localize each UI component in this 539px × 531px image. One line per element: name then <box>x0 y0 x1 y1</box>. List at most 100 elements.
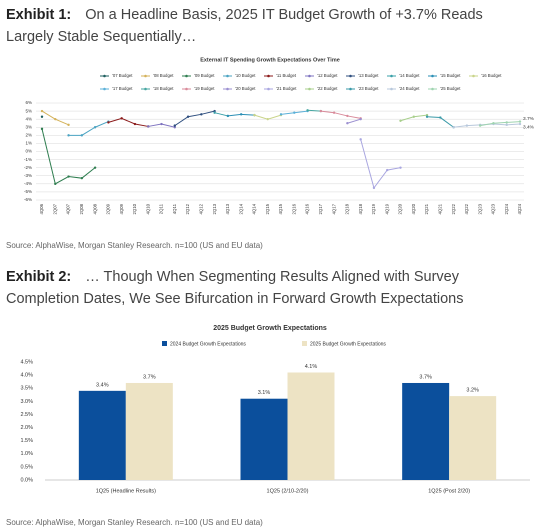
point-marker <box>478 124 482 127</box>
series-line <box>360 139 401 189</box>
y-tick-label: -5% <box>24 189 32 194</box>
legend-swatch <box>162 341 167 346</box>
legend-marker <box>431 87 434 91</box>
point-marker <box>399 119 402 122</box>
data-label: 4.1% <box>305 364 318 370</box>
bar <box>287 372 335 480</box>
x-tick-label: 2Q19 <box>371 203 376 214</box>
x-tick-label: 4Q22 <box>464 203 469 214</box>
y-tick-label: 1.0% <box>20 451 33 457</box>
legend-marker <box>308 74 311 78</box>
y-tick-label: 1.5% <box>20 438 33 444</box>
legend-marker <box>308 87 311 91</box>
legend-label: '07 Budget <box>112 73 133 78</box>
x-tick-label: 2Q16 <box>291 203 296 214</box>
legend-label: '10 Budget <box>235 73 256 78</box>
point-marker <box>505 123 508 127</box>
legend-marker <box>472 74 475 78</box>
point-marker <box>40 127 44 131</box>
legend-marker <box>103 74 106 78</box>
x-tick-label: 2Q15 <box>265 203 270 214</box>
chart-title: 2025 Budget Growth Expectations <box>213 325 327 332</box>
y-tick-label: -4% <box>24 181 32 186</box>
bar <box>402 382 450 480</box>
x-tick-label: 4Q08 <box>92 203 97 214</box>
point-marker <box>266 117 269 121</box>
x-tick-label: 4Q24 <box>517 203 522 214</box>
point-marker <box>226 114 230 118</box>
legend-label: '16 Budget <box>481 73 502 78</box>
series-line <box>68 121 109 136</box>
x-tick-label: 4Q16 <box>305 203 310 214</box>
point-marker <box>399 166 402 169</box>
y-tick-label: 6% <box>25 100 32 105</box>
point-marker <box>93 126 97 129</box>
point-marker <box>200 113 203 116</box>
point-marker <box>492 122 495 125</box>
legend-marker <box>431 74 434 78</box>
point-marker <box>505 121 508 124</box>
x-tick-label: 2Q09 <box>106 203 111 214</box>
x-tick-label: 2Q22 <box>451 203 456 214</box>
legend-label: '25 Budget <box>440 86 461 91</box>
x-tick-label: 2Q13 <box>212 203 217 214</box>
x-tick-label: 4Q18 <box>358 203 363 214</box>
y-tick-label: -3% <box>24 173 32 178</box>
x-tick-label: 4Q17 <box>331 203 336 214</box>
point-marker <box>372 186 376 190</box>
x-tick-label: 4Q09 <box>119 203 124 214</box>
legend-swatch <box>302 341 307 346</box>
point-marker <box>173 124 176 127</box>
x-tick-label: 4Q11 <box>172 203 177 214</box>
point-marker <box>80 176 84 180</box>
y-tick-label: 0.5% <box>20 464 33 470</box>
x-tick-label: 4Q10 <box>145 203 150 214</box>
y-tick-label: 3.0% <box>20 399 33 405</box>
legend-label: 2024 Budget Growth Expectations <box>170 341 246 347</box>
x-tick-label: 2Q20 <box>398 203 403 214</box>
x-tick-label: 2Q11 <box>159 203 164 214</box>
point-marker <box>293 111 296 114</box>
exhibit-heading: Exhibit 2:… Though When Segmenting Resul… <box>6 266 534 310</box>
point-marker <box>518 120 522 123</box>
legend-marker <box>267 74 270 78</box>
x-tick-label: 1Q25 (Headline Results) <box>96 488 156 494</box>
y-tick-label: 2.0% <box>20 425 33 431</box>
data-label: 3.7% <box>523 116 535 122</box>
legend-label: '24 Budget <box>399 86 420 91</box>
point-marker <box>239 113 243 116</box>
x-tick-label: 2Q24 <box>504 203 509 214</box>
y-tick-label: 3% <box>25 124 32 129</box>
point-marker <box>346 114 349 118</box>
x-tick-label: 1Q25 (Post 2/20) <box>428 488 470 494</box>
legend-label: '17 Budget <box>112 86 133 91</box>
data-label: 3.4% <box>96 382 109 388</box>
legend-label: '09 Budget <box>194 73 215 78</box>
x-tick-label: 4Q21 <box>437 203 442 214</box>
y-tick-label: 2% <box>25 133 32 138</box>
bar <box>449 396 497 480</box>
point-marker <box>160 122 163 126</box>
source-note: Source: AlphaWise, Morgan Stanley Resear… <box>6 241 263 250</box>
series-line <box>347 118 361 124</box>
legend-marker <box>226 87 229 91</box>
point-marker <box>439 116 442 119</box>
legend-label: '13 Budget <box>358 73 379 78</box>
point-marker <box>67 134 70 137</box>
bar <box>240 398 288 480</box>
x-tick-label: 4Q14 <box>252 203 257 214</box>
legend-label: '18 Budget <box>153 86 174 91</box>
data-label: 3.7% <box>419 374 432 380</box>
series-line <box>214 112 229 117</box>
y-tick-label: 4.5% <box>20 359 33 365</box>
legend-label: '12 Budget <box>317 73 338 78</box>
point-marker <box>213 111 216 114</box>
point-marker <box>452 126 455 129</box>
legend-label: '14 Budget <box>399 73 420 78</box>
x-tick-label: 2Q14 <box>238 203 243 214</box>
point-marker <box>40 109 44 113</box>
y-tick-label: -6% <box>24 197 32 202</box>
legend-label: 2025 Budget Growth Expectations <box>310 341 386 347</box>
y-tick-label: -1% <box>24 157 32 162</box>
